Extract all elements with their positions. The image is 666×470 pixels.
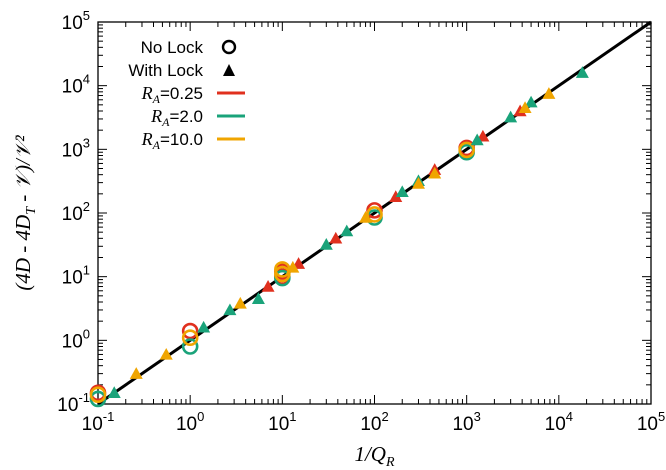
x-tick-label: 104	[545, 409, 573, 435]
x-axis-title: 1/QR	[354, 442, 395, 470]
data-point-triangle	[329, 231, 343, 244]
legend-label: RA=10.0	[141, 129, 203, 152]
data-point-circle	[274, 265, 291, 283]
data-point-triangle	[319, 238, 333, 250]
legend-circle-marker	[221, 39, 237, 55]
data-point-triangle	[518, 101, 532, 113]
data-point-triangle	[129, 367, 143, 379]
data-point-triangle	[159, 347, 173, 360]
legend-label: RA=2.0	[150, 106, 203, 129]
x-tick-label: 105	[637, 409, 665, 435]
y-tick-label: 104	[62, 72, 90, 98]
data-point-circle	[89, 386, 107, 403]
data-point-triangle	[340, 224, 354, 237]
data-point-triangle	[251, 292, 265, 304]
data-point-triangle	[504, 110, 518, 123]
data-point-circle	[366, 206, 383, 223]
y-tick-label: 10-1	[57, 390, 90, 416]
data-point-triangle	[223, 303, 237, 316]
data-point-triangle	[470, 133, 484, 146]
y-tick-label: 101	[62, 263, 90, 289]
data-point-triangle	[389, 190, 403, 202]
data-point-circle	[181, 338, 199, 355]
y-tick-label: 102	[62, 199, 90, 225]
x-tick-label: 102	[360, 409, 388, 435]
data-point-triangle	[261, 280, 275, 292]
x-tick-label: 100	[176, 409, 204, 435]
data-point-circle	[458, 141, 475, 159]
data-point-triangle	[197, 320, 211, 333]
legend-label: RA=0.25	[141, 83, 203, 106]
legend-label: With Lock	[128, 61, 203, 80]
data-point-triangle	[233, 296, 247, 309]
data-point-triangle	[524, 95, 538, 108]
y-tick-label: 100	[62, 326, 90, 352]
data-point-triangle	[286, 260, 300, 273]
data-point-triangle	[542, 87, 556, 99]
x-tick-label: 103	[452, 409, 480, 435]
legend-label: No Lock	[141, 38, 204, 57]
data-point-triangle	[107, 386, 121, 398]
legend-triangle-marker	[223, 64, 235, 76]
data-point-triangle	[575, 66, 589, 78]
data-point-circle	[181, 329, 199, 346]
data-point-triangle	[411, 177, 425, 189]
x-tick-label: 101	[268, 409, 296, 435]
x-tick-label: 10-1	[82, 409, 115, 435]
data-point-triangle	[428, 166, 442, 179]
y-axis-title: (4D - 4DT - 𝒱)/𝒱²	[11, 135, 39, 291]
y-tick-label: 105	[62, 8, 90, 34]
data-point-circle	[181, 322, 199, 340]
y-tick-label: 103	[62, 135, 90, 161]
data-point-triangle	[359, 210, 373, 223]
plot-area: 10-1 100 101 102 103 104 105 10-1 100 101 102 103 10…	[57, 8, 665, 435]
data-point-triangle	[395, 185, 409, 198]
